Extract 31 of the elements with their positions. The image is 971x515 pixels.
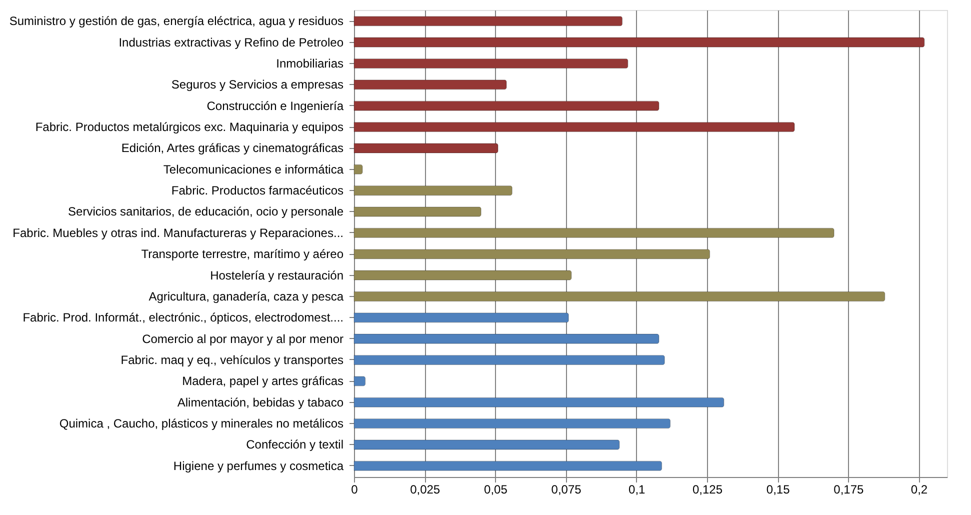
y-tick-label: Alimentación, bebidas y tabaco xyxy=(177,395,344,410)
y-tick-label: Suministro y gestión de gas, energía eléctrica, agua y residuos xyxy=(9,14,344,28)
y-tick-label: Madera, papel y artes gráficas xyxy=(182,374,344,388)
x-tick-label: 0,175 xyxy=(834,482,864,496)
y-tick-label: Edición, Artes gráficas y cinematográficas xyxy=(121,141,344,156)
x-tick-label: 0,05 xyxy=(484,482,508,496)
y-tick-label: Quimica , Caucho, plásticos y minerales no metálicos xyxy=(59,416,344,431)
x-tick-label: 0,025 xyxy=(410,482,440,496)
x-tick-label: 0,125 xyxy=(692,482,723,496)
y-tick-label: Hostelería y restauración xyxy=(210,268,344,282)
x-tick-label: 0,1 xyxy=(628,482,646,496)
x-tick-label: 0,2 xyxy=(910,482,928,496)
y-tick-label: Fabric. maq y eq., vehículos y transportes xyxy=(120,352,344,367)
x-tick-label: 0 xyxy=(351,482,358,496)
y-tick-label: Fabric. Prod. Informát., electrónic., ópticos, electrodomest.... xyxy=(22,310,344,325)
y-tick-label: Telecomunicaciones e informática xyxy=(163,162,344,176)
y-tick-label: Construcción e Ingeniería xyxy=(206,98,344,113)
y-tick-label: Transporte terrestre, marítimo y aéreo xyxy=(141,247,344,262)
y-tick-label: Higiene y perfumes y cosmetica xyxy=(173,458,344,473)
x-tick-label: 0,15 xyxy=(766,482,790,496)
y-tick-label: Inmobiliarias xyxy=(276,56,344,70)
y-tick-label: Servicios sanitarios, de educación, ocio y personale xyxy=(68,204,344,219)
y-tick-label: Confección y textil xyxy=(246,438,344,452)
y-tick-label: Fabric. Muebles y otras ind. Manufactureras y Reparaciones... xyxy=(12,226,344,240)
y-tick-label: Seguros y Servicios a empresas xyxy=(171,78,344,92)
x-tick-label: 0,075 xyxy=(551,482,582,496)
y-tick-label: Industrias extractivas y Refino de Petroleo xyxy=(118,35,344,50)
y-tick-label: Fabric. Productos farmacéuticos xyxy=(171,184,344,198)
y-tick-label: Fabric. Productos metalúrgicos exc. Maquinaria y equipos xyxy=(35,120,344,134)
y-tick-label: Agricultura, ganadería, caza y pesca xyxy=(148,289,344,304)
y-tick-label: Comercio al por mayor y al por menor xyxy=(142,332,344,346)
